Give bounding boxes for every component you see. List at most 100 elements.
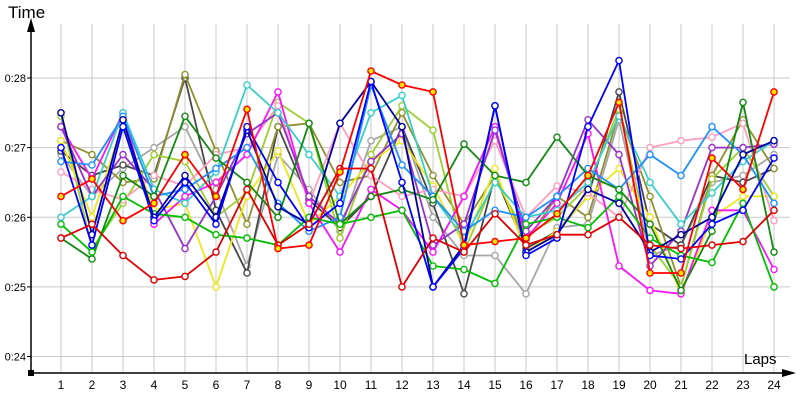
series-point-blue [677, 255, 685, 263]
series-point-dark-gray [119, 161, 127, 169]
x-axis-tick-label: 9 [306, 378, 313, 392]
series-point-violet [615, 150, 623, 159]
series-point-yellow [770, 192, 778, 201]
series-point-green [460, 265, 468, 274]
series-point-yellow-green [336, 234, 344, 242]
series-point-blue [57, 143, 65, 152]
x-axis-tick-label: 17 [550, 378, 564, 392]
y-axis-tick-label: 0:27 [5, 143, 26, 155]
series-point-green [398, 206, 406, 215]
series-point-violet [305, 192, 313, 201]
series-point-green [708, 258, 716, 267]
series-point-yellow [274, 147, 282, 155]
series-point-turquoise [88, 192, 96, 201]
series-point-magenta [553, 199, 561, 208]
series-point-olive-khaki [646, 192, 654, 201]
series-point-turquoise [305, 150, 313, 159]
series-point-dark-green [88, 255, 96, 263]
series-line-navy [60, 80, 775, 288]
x-axis-tick-label: 21 [674, 378, 688, 392]
series-point-turquoise [584, 178, 592, 187]
series-point-dark-green [367, 192, 375, 201]
series-point-turquoise [274, 109, 282, 117]
series-point-navy [57, 109, 65, 117]
series-point-navy [739, 150, 747, 159]
series-point-red [181, 150, 189, 159]
x-axis-tick-label: 19 [612, 378, 626, 392]
series-point-dark-green [274, 213, 282, 222]
series-point-green [584, 223, 592, 232]
x-axis-tick-label: 7 [244, 378, 251, 392]
x-axis-tick-label: 10 [333, 378, 347, 392]
series-point-dark-green [615, 185, 623, 194]
series-point-dark-green [212, 154, 220, 162]
series-point-green [243, 234, 251, 242]
series-line-blue [60, 59, 775, 288]
series-point-light-blue [708, 122, 716, 131]
series-point-dark-red [429, 234, 437, 242]
series-point-magenta [460, 192, 468, 201]
x-axis-tick-label: 3 [120, 378, 127, 392]
series-point-red [708, 154, 716, 162]
series-point-red [677, 269, 685, 277]
series-point-gray [739, 171, 747, 180]
x-axis-tick-label: 23 [736, 378, 750, 392]
series-point-pink [57, 168, 65, 176]
series-point-dark-gray [460, 289, 468, 298]
series-point-dark-red [88, 220, 96, 228]
series-line-red [60, 70, 775, 274]
series-point-red [398, 81, 406, 89]
series-point-blue [429, 283, 437, 291]
series-point-dark-green [150, 192, 158, 201]
series-point-red [243, 105, 251, 114]
series-point-magenta [212, 178, 220, 187]
series-point-dark-green [491, 171, 499, 180]
series-point-dark-red [522, 241, 530, 249]
series-point-dark-red [305, 220, 313, 228]
series-point-pink [770, 216, 778, 225]
series-point-blue [522, 251, 530, 260]
series-point-turquoise [708, 189, 716, 197]
series-point-yellow-green [708, 175, 716, 183]
series-point-pink [553, 182, 561, 190]
series-point-magenta [181, 192, 189, 201]
series-point-gray [491, 251, 499, 260]
series-point-dark-red [181, 272, 189, 281]
x-axis-tick-label: 4 [151, 378, 158, 392]
series-point-magenta [646, 286, 654, 295]
x-axis-tick-label: 1 [58, 378, 65, 392]
series-point-pink [708, 133, 716, 141]
y-axis-arrow [27, 18, 35, 32]
series-point-olive-khaki [274, 122, 282, 131]
series-point-blue [119, 122, 127, 131]
series-line-turquoise [60, 84, 775, 240]
series-point-dark-red [677, 244, 685, 253]
series-point-olive-khaki [88, 150, 96, 159]
series-point-red [615, 98, 623, 107]
series-point-green [429, 262, 437, 270]
series-point-light-blue [88, 161, 96, 169]
series-point-green [770, 283, 778, 291]
series-point-red [770, 88, 778, 96]
series-point-green [367, 213, 375, 222]
x-axis-arrow [782, 369, 796, 377]
series-point-blue [336, 199, 344, 208]
x-axis-tick-label: 8 [275, 378, 282, 392]
series-point-light-blue [677, 171, 685, 180]
series-point-light-blue [212, 164, 220, 173]
x-axis-tick-label: 18 [581, 378, 595, 392]
series-point-yellow-green [429, 126, 437, 134]
x-axis-tick-label: 6 [213, 378, 220, 392]
series-point-turquoise [646, 178, 654, 187]
series-point-red [491, 237, 499, 246]
series-point-magenta [274, 88, 282, 96]
series-point-green [739, 199, 747, 208]
series-point-dark-red [491, 209, 499, 218]
series-point-violet [460, 220, 468, 228]
series-point-red [305, 241, 313, 249]
series-point-green [615, 192, 623, 201]
y-axis-tick-label: 0:26 [5, 212, 26, 224]
series-point-yellow [615, 164, 623, 173]
